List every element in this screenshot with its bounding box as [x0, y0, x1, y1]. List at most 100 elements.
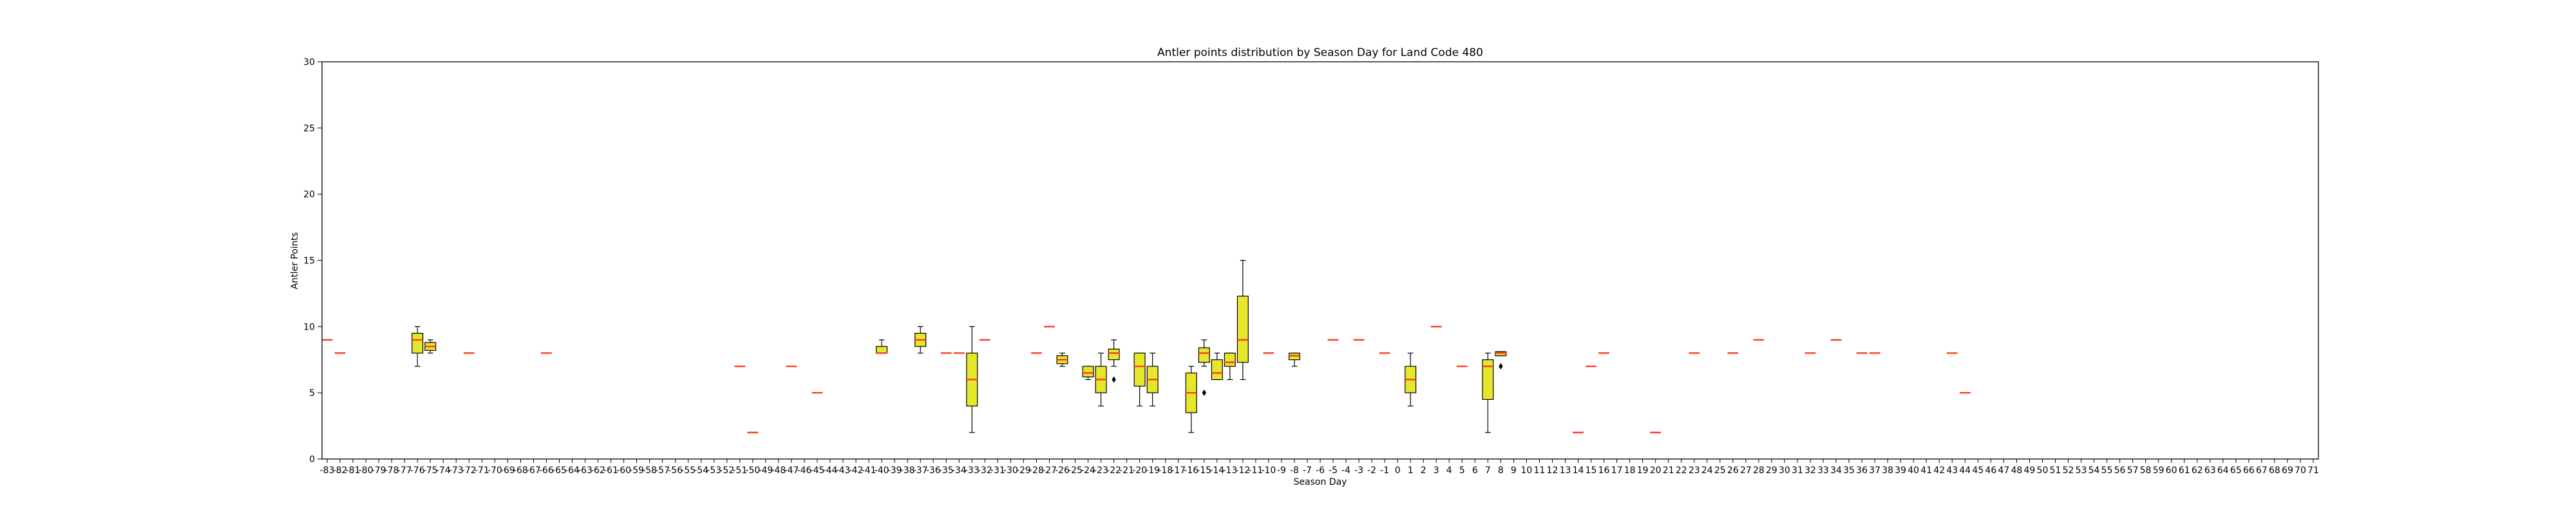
x-tick-label: 63: [2204, 465, 2216, 476]
x-tick-label: 51: [2050, 465, 2061, 476]
x-tick-label: -18: [1158, 465, 1173, 476]
x-tick-label: -63: [578, 465, 592, 476]
x-tick-label: -24: [1081, 465, 1095, 476]
x-tick-label: 44: [1959, 465, 1971, 476]
x-tick-label: 40: [1908, 465, 1919, 476]
x-tick-label: 54: [2088, 465, 2100, 476]
x-tick-label: 6: [1472, 465, 1478, 476]
x-tick-label: 41: [1920, 465, 1932, 476]
x-tick-label: -26: [1055, 465, 1070, 476]
x-tick-label: 52: [2063, 465, 2074, 476]
x-tick-label: 31: [1792, 465, 1803, 476]
box-group: [966, 326, 978, 433]
x-tick-label: 60: [2166, 465, 2177, 476]
x-tick-label: -19: [1145, 465, 1160, 476]
box-group: [1146, 352, 1159, 407]
x-tick-label: -55: [681, 465, 696, 476]
x-tick-label: -30: [1003, 465, 1018, 476]
x-tick-label: -49: [758, 465, 773, 476]
box-group: [876, 339, 888, 354]
x-tick-label: 45: [1972, 465, 1984, 476]
x-tick-label: -29: [1016, 465, 1031, 476]
x-tick-label: -15: [1197, 465, 1211, 476]
x-tick-label: 26: [1727, 465, 1739, 476]
plot-frame: [321, 61, 2319, 460]
x-tick-label: -27: [1042, 465, 1057, 476]
x-tick-label: -31: [990, 465, 1005, 476]
x-tick-label: 43: [1946, 465, 1958, 476]
box-iqr: [412, 333, 424, 354]
y-tick-label: 30: [303, 57, 315, 68]
x-tick-label: 7: [1485, 465, 1491, 476]
x-tick-label: 46: [1985, 465, 1996, 476]
outlier-marker: [1202, 389, 1206, 397]
x-tick-label: 18: [1624, 465, 1636, 476]
x-tick-label: -76: [410, 465, 425, 476]
x-tick-label: -14: [1209, 465, 1224, 476]
x-tick-label: -74: [436, 465, 451, 476]
x-tick-label: 33: [1817, 465, 1829, 476]
y-tick-label: 5: [309, 388, 315, 398]
x-tick-label: 16: [1598, 465, 1610, 476]
box-iqr: [1198, 347, 1210, 363]
x-tick-label: -47: [784, 465, 799, 476]
x-tick-label: -39: [887, 465, 902, 476]
x-tick-label: -4: [1341, 465, 1350, 476]
x-tick-label: 9: [1511, 465, 1517, 476]
x-tick-label: -40: [875, 465, 889, 476]
x-tick-label: -65: [552, 465, 567, 476]
y-tick-label: 15: [303, 256, 315, 267]
x-tick-label: -50: [745, 465, 760, 476]
x-tick-label: -52: [719, 465, 734, 476]
x-tick-label: -6: [1316, 465, 1325, 476]
x-tick-label: 24: [1701, 465, 1713, 476]
x-tick-label: -68: [513, 465, 528, 476]
x-tick-label: -77: [397, 465, 412, 476]
x-tick-label: -13: [1222, 465, 1237, 476]
x-tick-label: 59: [2153, 465, 2164, 476]
x-tick-label: 28: [1753, 465, 1765, 476]
x-tick-label: -20: [1132, 465, 1147, 476]
x-tick-label: -71: [475, 465, 489, 476]
x-tick-label: -22: [1106, 465, 1121, 476]
x-tick-label: 42: [1933, 465, 1945, 476]
x-tick-label: 25: [1714, 465, 1726, 476]
box-iqr: [1224, 352, 1236, 367]
x-tick-label: 2: [1421, 465, 1426, 476]
x-tick-label: -59: [629, 465, 644, 476]
box-group: [914, 326, 927, 354]
x-tick-label: 22: [1676, 465, 1687, 476]
x-tick-label: 20: [1650, 465, 1662, 476]
y-tick-label: 10: [303, 322, 315, 332]
x-tick-label: -37: [913, 465, 928, 476]
box-group: [1082, 366, 1094, 380]
box-group: [1095, 352, 1107, 407]
box-group: [412, 326, 424, 367]
x-tick-label: -36: [926, 465, 941, 476]
x-tick-label: -21: [1119, 465, 1134, 476]
x-tick-label: 15: [1586, 465, 1597, 476]
x-tick-label: -67: [526, 465, 541, 476]
x-tick-label: 8: [1498, 465, 1504, 476]
x-tick-label: -42: [849, 465, 864, 476]
x-tick-label: 49: [2024, 465, 2036, 476]
x-tick-label: -10: [1261, 465, 1276, 476]
x-tick-label: -83: [320, 465, 335, 476]
x-tick-label: 37: [1869, 465, 1880, 476]
x-tick-label: -9: [1277, 465, 1286, 476]
x-tick-label: -34: [952, 465, 967, 476]
x-tick-label: -45: [810, 465, 825, 476]
box-group: [1288, 352, 1300, 367]
x-tick-label: -69: [500, 465, 515, 476]
x-tick-label: 39: [1895, 465, 1906, 476]
x-tick-label: -57: [655, 465, 670, 476]
x-tick-label: 71: [2307, 465, 2319, 476]
x-tick-label: 36: [1856, 465, 1868, 476]
x-tick-label: 17: [1611, 465, 1623, 476]
box-iqr: [1482, 359, 1494, 400]
x-tick-label: 19: [1637, 465, 1649, 476]
x-tick-label: -53: [706, 465, 721, 476]
x-tick-label: -12: [1235, 465, 1250, 476]
x-tick-label: -16: [1184, 465, 1198, 476]
x-tick-label: -62: [591, 465, 605, 476]
